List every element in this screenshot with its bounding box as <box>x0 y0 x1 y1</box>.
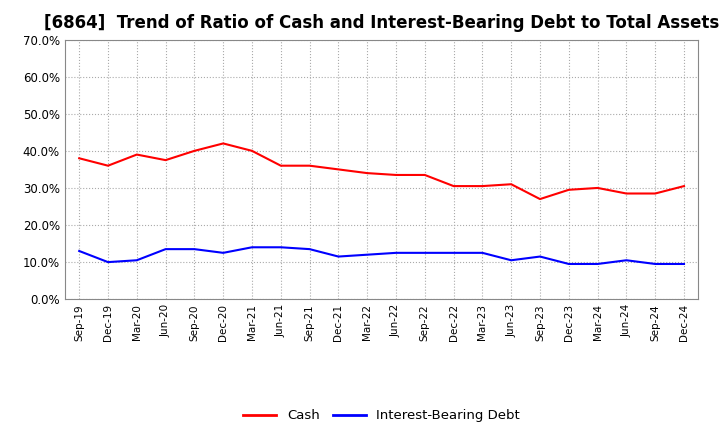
Title: [6864]  Trend of Ratio of Cash and Interest-Bearing Debt to Total Assets: [6864] Trend of Ratio of Cash and Intere… <box>44 15 719 33</box>
Legend: Cash, Interest-Bearing Debt: Cash, Interest-Bearing Debt <box>238 404 526 428</box>
